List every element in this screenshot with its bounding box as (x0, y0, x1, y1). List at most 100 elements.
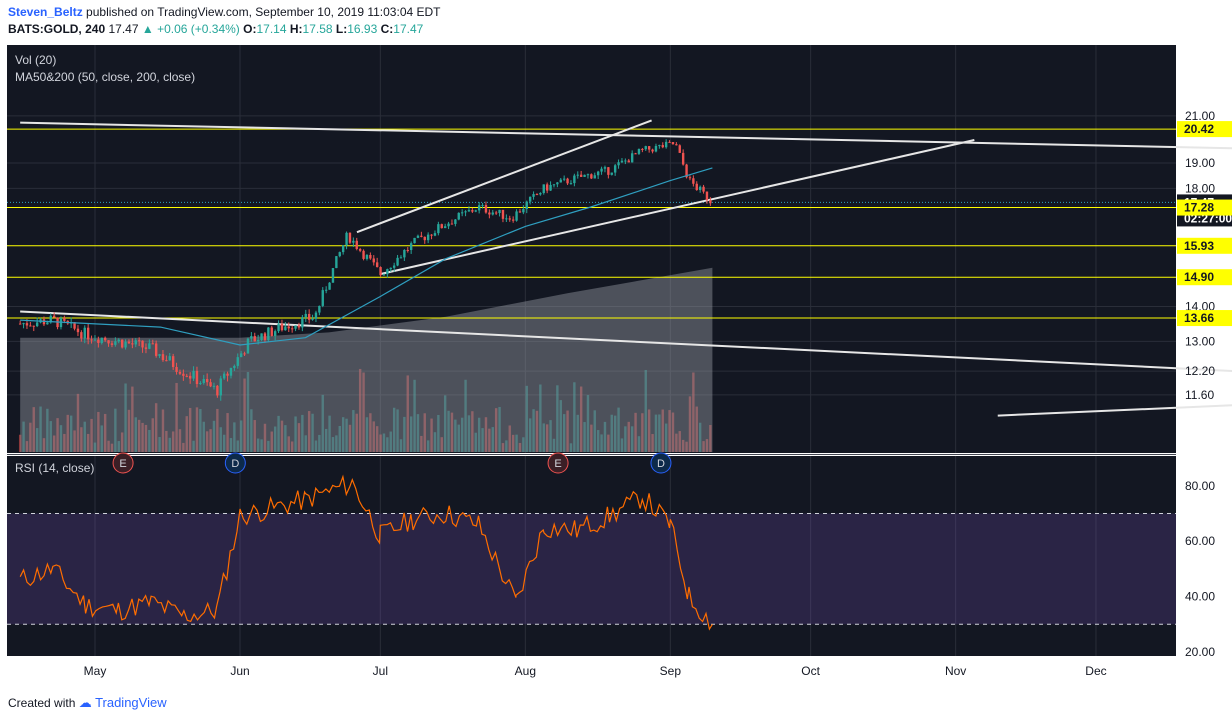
volume-bar (552, 438, 556, 452)
volume-bar (372, 421, 375, 452)
author-link[interactable]: Steven_Beltz (8, 5, 83, 19)
volume-bar (392, 407, 396, 452)
volume-bar (406, 375, 409, 452)
volume-bar (49, 421, 52, 452)
candle-body (178, 371, 182, 374)
volume-bar (624, 426, 627, 452)
volume-bar (178, 429, 182, 452)
time-tick-label: Nov (945, 664, 966, 678)
volume-bar (528, 418, 532, 452)
volume-bar (654, 414, 658, 452)
candle-body (610, 172, 613, 175)
candle-body (525, 201, 528, 210)
volume-bar (236, 440, 239, 452)
candle-body (124, 341, 127, 348)
volume-bar (420, 435, 423, 452)
candle-body (607, 167, 610, 175)
candle-body (32, 325, 35, 327)
volume-bar (641, 413, 644, 452)
candle-body (144, 347, 148, 349)
candle-body (464, 211, 467, 213)
candle-body (216, 385, 219, 396)
event-marker-label: D (657, 458, 665, 470)
candle-body (579, 174, 583, 177)
volume-bar (66, 414, 69, 452)
volume-bar (423, 413, 426, 452)
candle-body (165, 360, 168, 362)
volume-bar (362, 372, 365, 452)
candle-body (603, 167, 607, 169)
candle-body (508, 218, 511, 220)
candle-body (185, 375, 188, 377)
volume-bar (586, 395, 590, 452)
candle-body (148, 343, 151, 349)
candle-body (127, 341, 131, 344)
candle-body (573, 175, 576, 184)
price-label-bg (1177, 269, 1232, 286)
volume-bar (573, 382, 576, 452)
candle-body (437, 224, 440, 234)
volume-bar (583, 422, 586, 452)
vol-legend: Vol (20) (15, 53, 56, 67)
rsi-line (19, 474, 713, 631)
candle-body (491, 212, 494, 215)
candle-body (321, 290, 324, 306)
volume-bar (661, 409, 664, 452)
volume-bar (52, 435, 56, 452)
candle-body (151, 343, 154, 345)
candle-body (114, 341, 117, 345)
volume-bar (100, 425, 103, 452)
candle-body (52, 315, 56, 318)
candle-body (154, 343, 158, 356)
rsi-pane[interactable] (7, 456, 1176, 656)
volume-bar (664, 423, 668, 452)
trend-line (20, 310, 1232, 372)
event-marker-circle (224, 452, 246, 474)
candle-body (702, 186, 705, 192)
candle-body (600, 168, 603, 172)
price-label-bg (1177, 199, 1232, 216)
time-axis[interactable] (7, 657, 1176, 681)
time-tick-label: Dec (1085, 664, 1106, 678)
candle-body (651, 149, 654, 152)
candle-body (338, 252, 341, 257)
candle-body (175, 366, 178, 372)
volume-bar (46, 408, 49, 452)
candle-body (528, 196, 532, 202)
volume-bar (161, 409, 165, 452)
volume-bar (542, 423, 545, 452)
event-marker-circle (112, 452, 134, 474)
candle-body (454, 219, 457, 224)
rsi-tick-label: 60.00 (1185, 534, 1215, 548)
candle-body (297, 325, 301, 328)
volume-bar (137, 419, 141, 452)
volume-bar (277, 415, 280, 452)
price-pane[interactable] (7, 45, 1176, 453)
volume-bar (131, 386, 134, 452)
candle-body (477, 205, 481, 211)
volume-bar (386, 437, 389, 452)
symbol-header: BATS:GOLD, 240 17.47 ▲ +0.06 (+0.34%) O:… (8, 22, 423, 36)
candle-body (260, 333, 263, 340)
trend-line (997, 404, 1232, 417)
volume-bar (151, 418, 154, 452)
rsi-plot (7, 474, 1176, 631)
volume-bar (566, 410, 569, 452)
price-tick-label: 13.00 (1185, 334, 1215, 348)
high-value: 17.58 (302, 22, 333, 36)
candle-body (556, 182, 559, 185)
volume-bar (460, 417, 464, 452)
candle-body (617, 162, 620, 166)
tradingview-logo-icon[interactable]: ☁ (78, 695, 92, 710)
volume-bar (443, 395, 447, 452)
volume-bar (311, 413, 314, 452)
candle-body (416, 235, 420, 238)
volume-bar (454, 419, 457, 452)
last-price: 17.47 (108, 22, 139, 36)
created-with: Created with (8, 696, 76, 710)
volume-bar (314, 440, 318, 452)
volume-bar (620, 438, 624, 452)
rsi-tick-label: 20.00 (1185, 645, 1215, 659)
tradingview-brand[interactable]: TradingView (95, 695, 167, 710)
